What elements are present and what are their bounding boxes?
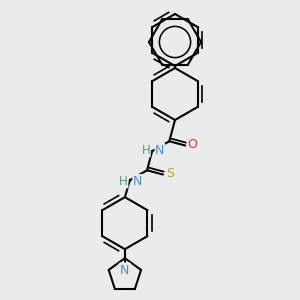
Text: H: H	[141, 144, 150, 157]
Text: H: H	[119, 175, 128, 188]
Text: S: S	[166, 167, 174, 180]
Text: N: N	[155, 144, 164, 157]
Text: O: O	[187, 138, 197, 151]
Text: N: N	[133, 175, 142, 188]
Text: N: N	[120, 264, 130, 277]
